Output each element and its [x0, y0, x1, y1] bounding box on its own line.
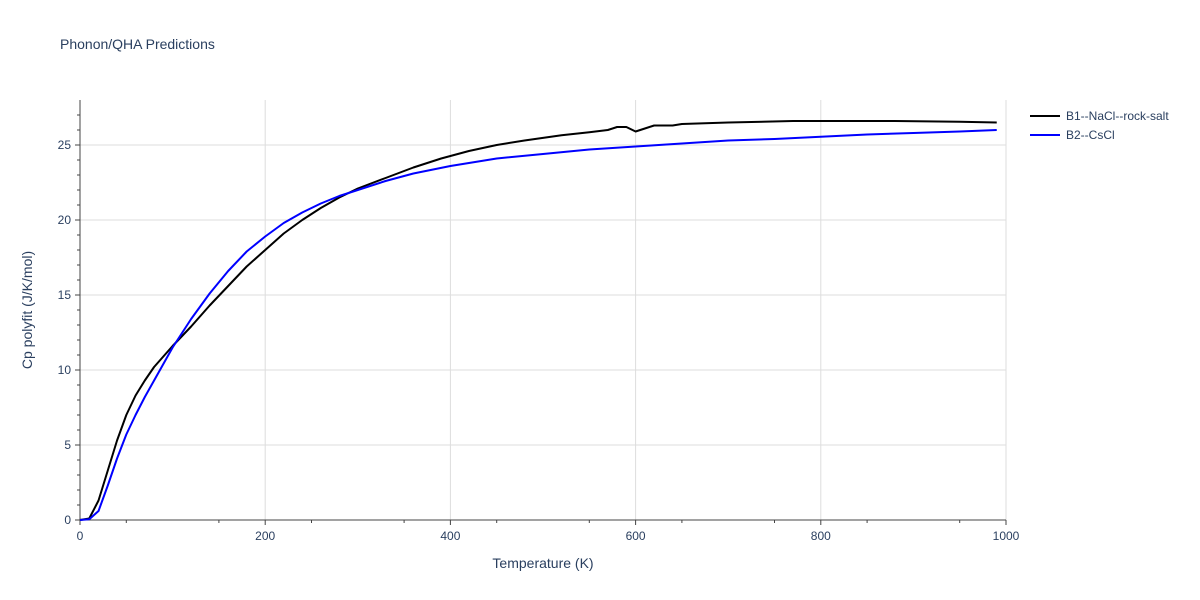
y-tick-label: 10 — [58, 363, 72, 377]
legend-label: B2--CsCl — [1066, 127, 1115, 142]
x-tick-label: 0 — [77, 529, 84, 543]
series-line — [79, 120, 997, 521]
series-lines — [79, 120, 997, 521]
x-tick-label: 600 — [626, 529, 646, 543]
x-axis-label: Temperature (K) — [492, 555, 593, 571]
y-tick-label: 15 — [58, 288, 72, 302]
axes: 0 200 400 600 800 1000 0 5 10 15 20 25 — [58, 100, 1020, 543]
legend-item[interactable]: B2--CsCl — [1030, 125, 1169, 144]
legend-swatch — [1030, 133, 1060, 136]
y-tick-label: 20 — [58, 213, 72, 227]
x-tick-label: 1000 — [993, 529, 1020, 543]
legend-swatch — [1030, 114, 1060, 117]
legend: B1--NaCl--rock-salt B2--CsCl — [1030, 106, 1169, 144]
legend-item[interactable]: B1--NaCl--rock-salt — [1030, 106, 1169, 125]
y-tick-label: 25 — [58, 138, 72, 152]
chart-title: Phonon/QHA Predictions — [60, 36, 215, 52]
x-tick-label: 800 — [811, 529, 831, 543]
y-tick-label: 5 — [64, 438, 71, 452]
legend-label: B1--NaCl--rock-salt — [1066, 108, 1169, 123]
y-axis-label: Cp polyfit (J/K/mol) — [19, 251, 35, 369]
y-tick-label: 0 — [64, 513, 71, 527]
series-line — [79, 129, 997, 521]
grid-lines — [80, 100, 1007, 520]
x-tick-label: 400 — [440, 529, 460, 543]
x-tick-label: 200 — [255, 529, 275, 543]
